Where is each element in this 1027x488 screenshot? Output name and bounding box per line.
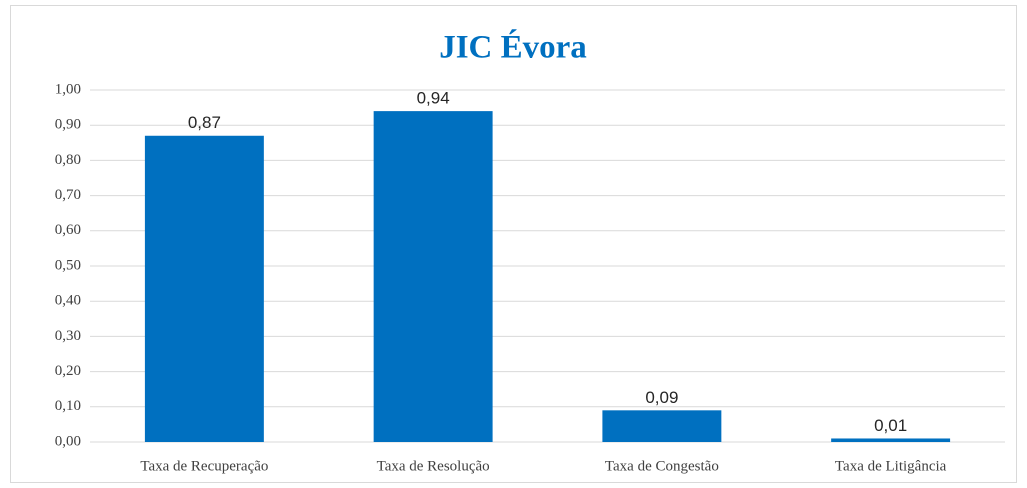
x-tick-label: Taxa de Resolução [377, 458, 490, 474]
y-tick-label: 0,40 [55, 293, 81, 309]
bar [373, 111, 493, 443]
bar [831, 438, 951, 442]
data-label: 0,01 [874, 416, 907, 435]
y-tick-label: 0,90 [55, 117, 81, 133]
data-label: 0,94 [417, 89, 450, 108]
y-tick-label: 0,00 [55, 433, 81, 449]
data-label: 0,87 [188, 113, 221, 132]
x-tick-label: Taxa de Litigância [835, 458, 947, 474]
data-label: 0,09 [645, 388, 678, 407]
y-tick-label: 0,70 [55, 187, 81, 203]
y-tick-label: 0,30 [55, 328, 81, 344]
y-tick-label: 0,50 [55, 257, 81, 273]
y-tick-label: 0,20 [55, 363, 81, 379]
x-tick-label: Taxa de Recuperação [140, 458, 268, 474]
chart-title: JIC Évora [439, 29, 587, 66]
bar [144, 135, 264, 442]
y-tick-label: 0,10 [55, 398, 81, 414]
x-tick-label: Taxa de Congestão [605, 458, 719, 474]
y-tick-label: 0,80 [55, 152, 81, 168]
y-tick-label: 1,00 [55, 81, 81, 97]
bar [602, 410, 722, 442]
y-tick-label: 0,60 [55, 222, 81, 238]
